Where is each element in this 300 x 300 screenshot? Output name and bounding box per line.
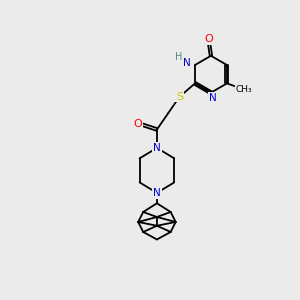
Text: CH₃: CH₃ <box>236 85 252 94</box>
Text: N: N <box>153 188 161 198</box>
Text: O: O <box>204 34 213 44</box>
Text: N: N <box>153 143 161 153</box>
Text: N: N <box>208 93 216 103</box>
Text: O: O <box>134 118 142 128</box>
Text: H: H <box>175 52 182 62</box>
Text: S: S <box>176 92 183 102</box>
Text: N: N <box>183 58 190 68</box>
